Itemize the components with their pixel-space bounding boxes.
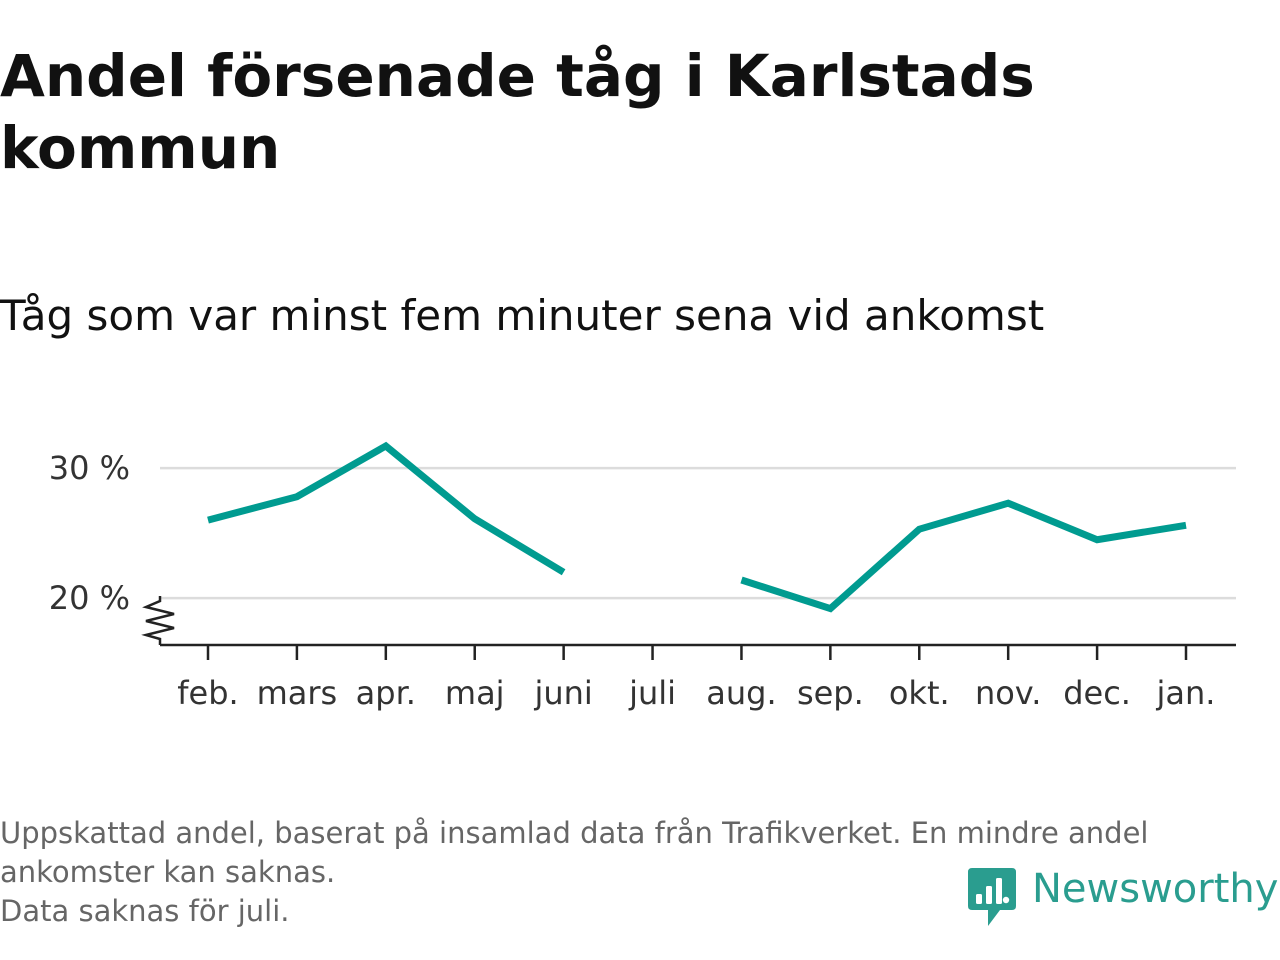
- newsworthy-logo-icon: [968, 868, 1016, 926]
- footnote-missing-data: Data saknas för juli.: [0, 894, 290, 928]
- y-axis-tick-labels: 20 % 30 %: [49, 449, 130, 617]
- chart-subtitle: Tåg som var minst fem minuter sena vid a…: [0, 291, 1045, 340]
- x-axis-ticks: [206, 645, 1188, 660]
- axis-break-symbol: [141, 596, 175, 645]
- x-tick-label: jan.: [1156, 674, 1216, 712]
- x-tick-label: maj: [445, 674, 505, 712]
- x-tick-label: apr.: [356, 674, 416, 712]
- x-tick-label: feb.: [177, 674, 238, 712]
- x-tick-label: juni: [533, 674, 592, 712]
- series-lines: [207, 441, 1187, 613]
- x-tick-label: okt.: [889, 674, 950, 712]
- series-line: [740, 499, 1187, 613]
- x-axis-tick-labels: feb. mars apr. maj juni juli aug. sep. okt. nov. d…: [177, 674, 1215, 712]
- x-tick-label: juli: [628, 674, 676, 712]
- footnote: Uppskattad andel, baserat på insamlad da…: [0, 814, 1270, 931]
- y-tick-label: 30 %: [49, 449, 130, 487]
- y-tick-label: 20 %: [49, 579, 130, 617]
- x-tick-label: dec.: [1063, 674, 1131, 712]
- x-tick-label: nov.: [975, 674, 1041, 712]
- gridlines: [160, 466, 1236, 600]
- series-line: [207, 441, 566, 576]
- line-chart: 20 % 30 % feb. mars apr. maj juni juli aug. sep.…: [49, 441, 1236, 712]
- x-tick-label: aug.: [706, 674, 776, 712]
- brand-logo: Newsworthy: [966, 862, 1280, 928]
- chart-title: Andel försenade tåg i Karlstads kommun: [0, 42, 1035, 182]
- x-tick-label: mars: [257, 674, 338, 712]
- brand-name: Newsworthy: [1032, 866, 1279, 912]
- x-tick-label: sep.: [797, 674, 864, 712]
- footnote-source: Uppskattad andel, baserat på insamlad da…: [0, 816, 1149, 889]
